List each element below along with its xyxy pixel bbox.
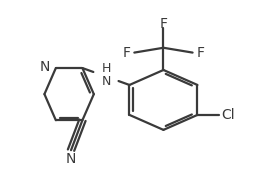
Text: H: H	[101, 62, 111, 74]
Text: F: F	[196, 46, 204, 60]
Text: N: N	[39, 60, 50, 74]
Text: F: F	[123, 46, 131, 60]
Text: Cl: Cl	[221, 108, 234, 122]
Text: F: F	[159, 17, 167, 31]
Text: N: N	[66, 152, 76, 166]
Text: N: N	[101, 74, 111, 88]
